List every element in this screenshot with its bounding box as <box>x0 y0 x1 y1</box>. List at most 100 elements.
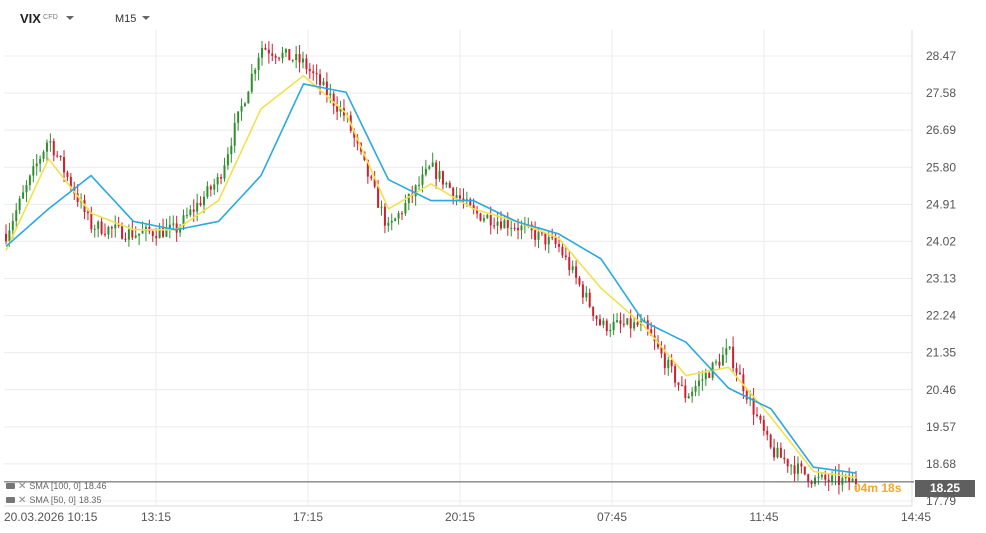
candle-body <box>97 221 100 229</box>
remove-indicator-icon[interactable]: ✕ <box>18 480 27 492</box>
candle-body <box>230 145 233 155</box>
candle-body <box>237 111 240 123</box>
visibility-icon[interactable] <box>6 483 15 489</box>
candle-body <box>305 58 308 69</box>
candle-body <box>677 382 680 385</box>
candle-body <box>520 225 523 231</box>
candle-body <box>441 171 444 185</box>
candle-body <box>725 348 728 355</box>
candle-body <box>783 457 786 460</box>
y-tick-label: 27.58 <box>926 86 956 100</box>
candle-body <box>554 237 557 245</box>
candle-body <box>288 48 291 61</box>
candle-body <box>271 53 274 56</box>
candle-body <box>336 105 339 112</box>
candle-body <box>701 379 704 381</box>
candle-body <box>622 323 625 325</box>
candle-body <box>745 391 748 400</box>
candle-body <box>199 202 202 206</box>
candle-body <box>807 474 810 483</box>
candle-body <box>796 463 799 474</box>
candle-body <box>390 220 393 223</box>
candle-body <box>482 218 485 221</box>
visibility-icon[interactable] <box>6 497 15 503</box>
candle-body <box>496 221 499 226</box>
candle-body <box>820 474 823 477</box>
candle-body <box>831 475 834 482</box>
candle-body <box>39 158 42 164</box>
candle-body <box>63 157 66 173</box>
candle-body <box>373 178 376 187</box>
candle-body <box>370 176 373 179</box>
candle-body <box>472 205 475 210</box>
candle-body <box>127 229 130 240</box>
candle-body <box>18 198 21 211</box>
candle-body <box>793 465 796 474</box>
timeframe-dropdown-icon[interactable] <box>142 16 150 20</box>
candle-body <box>25 185 28 193</box>
candle-countdown: 04m 18s <box>854 481 902 495</box>
candle-body <box>322 81 325 86</box>
timeframe-label[interactable]: M15 <box>115 13 137 25</box>
candle-body <box>691 391 694 397</box>
candle-body <box>254 69 257 74</box>
candle-body <box>69 176 72 188</box>
candle-body <box>506 220 509 228</box>
candle-body <box>291 60 294 62</box>
candle-body <box>301 58 304 63</box>
x-tick-label: 17:15 <box>293 510 323 524</box>
symbol-label[interactable]: VIX <box>20 11 41 26</box>
candle-body <box>817 476 820 478</box>
candle-body <box>715 361 718 363</box>
candle-body <box>708 372 711 378</box>
candle-body <box>339 108 342 112</box>
candle-body <box>11 221 14 231</box>
remove-indicator-icon[interactable]: ✕ <box>18 494 27 506</box>
candle-body <box>223 165 226 179</box>
candle-body <box>568 257 571 271</box>
candle-body <box>168 224 171 228</box>
candle-body <box>107 227 110 235</box>
y-tick-label: 17.79 <box>926 494 956 508</box>
candle-body <box>404 203 407 214</box>
current-price-tag: 18.25 <box>915 480 975 497</box>
candle-body <box>435 162 438 179</box>
candle-body <box>609 329 612 332</box>
candle-body <box>76 193 79 203</box>
candle-body <box>377 186 380 208</box>
candle-body <box>319 74 322 86</box>
candle-body <box>243 103 246 106</box>
candle-body <box>762 420 765 431</box>
candle-body <box>513 227 516 229</box>
candle-body <box>247 91 250 104</box>
candle-body <box>155 236 158 239</box>
symbol-dropdown-icon[interactable] <box>66 16 74 20</box>
candle-body <box>486 215 489 219</box>
candle-body <box>537 232 540 240</box>
x-tick-label: 20:15 <box>445 510 475 524</box>
y-tick-label: 28.47 <box>926 49 956 63</box>
y-tick-label: 22.24 <box>926 309 956 323</box>
candle-body <box>49 141 52 143</box>
candle-body <box>814 477 817 485</box>
candle-body <box>42 151 45 159</box>
candle-body <box>124 238 127 240</box>
candle-body <box>162 228 165 237</box>
candle-body <box>414 185 417 197</box>
x-tick-label: 07:45 <box>597 510 627 524</box>
y-tick-label: 25.80 <box>926 160 956 174</box>
x-tick-label: 13:15 <box>141 510 171 524</box>
candle-body <box>421 174 424 185</box>
candle-body <box>366 159 369 177</box>
candle-body <box>534 230 537 240</box>
candle-body <box>418 184 421 186</box>
candle-body <box>704 372 707 380</box>
candle-body <box>448 182 451 188</box>
candle-body <box>848 475 851 483</box>
candle-body <box>718 361 721 366</box>
candle-body <box>626 318 629 325</box>
candle-body <box>400 213 403 215</box>
candle-body <box>192 209 195 212</box>
candle-body <box>438 171 441 179</box>
